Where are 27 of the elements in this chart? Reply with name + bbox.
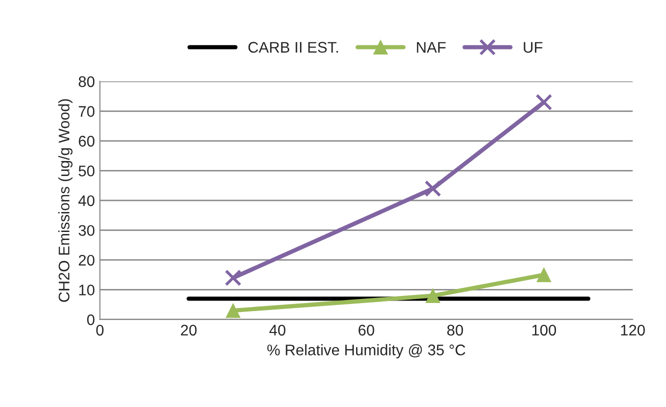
point xyxy=(426,288,440,303)
y-tick-label: 50 xyxy=(78,166,94,176)
point xyxy=(224,269,242,286)
x-tick-label: 80 xyxy=(447,324,463,336)
y-tick-label: 80 xyxy=(78,76,94,88)
y-tick-label: 20 xyxy=(78,254,94,266)
point xyxy=(226,303,240,318)
point xyxy=(536,268,552,282)
legend-label: CARB II EST. xyxy=(248,42,338,53)
point xyxy=(536,94,552,111)
x-tick-label: 0 xyxy=(96,324,104,336)
y-tick-label: 60 xyxy=(78,136,94,147)
x-tick-label: 20 xyxy=(180,324,197,336)
y-tick-label: 30 xyxy=(78,225,94,236)
point xyxy=(424,180,442,197)
x-tick-label: 120 xyxy=(621,324,645,336)
legend-label: NAF xyxy=(416,42,446,53)
y-tick-label: 70 xyxy=(78,106,94,117)
x-tick-label: 60 xyxy=(358,324,374,336)
legend-label: UF xyxy=(524,42,542,53)
y-tick-label: 10 xyxy=(79,284,94,296)
x-axis-title: % Relative Humidity @ 35 °C xyxy=(267,344,466,358)
y-tick-label: 40 xyxy=(78,195,94,206)
y-tick-label: 0 xyxy=(87,314,94,326)
y-axis-title: CH2O Emissions (ug/g Wood) xyxy=(58,99,72,302)
x-tick-label: 100 xyxy=(532,324,556,336)
x-tick-label: 40 xyxy=(269,324,286,336)
